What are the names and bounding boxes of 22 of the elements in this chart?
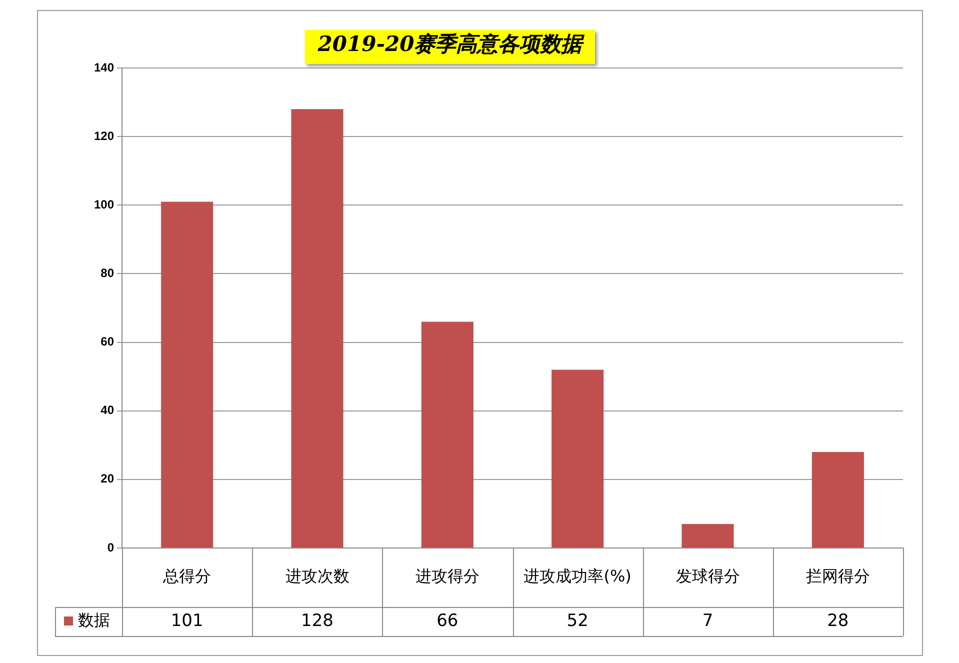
- y-tick-label: 100: [94, 197, 114, 212]
- y-tick-label: 20: [100, 472, 114, 486]
- y-tick-label: 140: [94, 60, 114, 74]
- y-tick-label: 120: [94, 128, 114, 143]
- data-label: 128: [301, 610, 334, 631]
- data-label: 52: [566, 610, 588, 631]
- x-tick-label: 总得分: [162, 566, 212, 586]
- x-tick-label: 拦网得分: [806, 566, 870, 586]
- data-label: 28: [827, 610, 849, 631]
- y-tick-label: 40: [100, 403, 114, 418]
- chart-title: 2019-20赛季高意各项数据: [305, 30, 595, 64]
- data-label: 7: [702, 610, 714, 631]
- x-tick-label: 进攻成功率(%): [524, 566, 632, 586]
- data-label: 66: [436, 610, 458, 631]
- data-label: 101: [170, 610, 204, 631]
- legend-label: 数据: [78, 610, 110, 630]
- x-tick-label: 进攻得分: [415, 566, 480, 586]
- x-tick-label: 发球得分: [676, 566, 740, 586]
- y-tick-label: 80: [100, 266, 114, 280]
- y-tick-label: 60: [100, 334, 114, 349]
- y-tick-label: 0: [107, 540, 114, 554]
- x-tick-label: 进攻次数: [285, 566, 350, 586]
